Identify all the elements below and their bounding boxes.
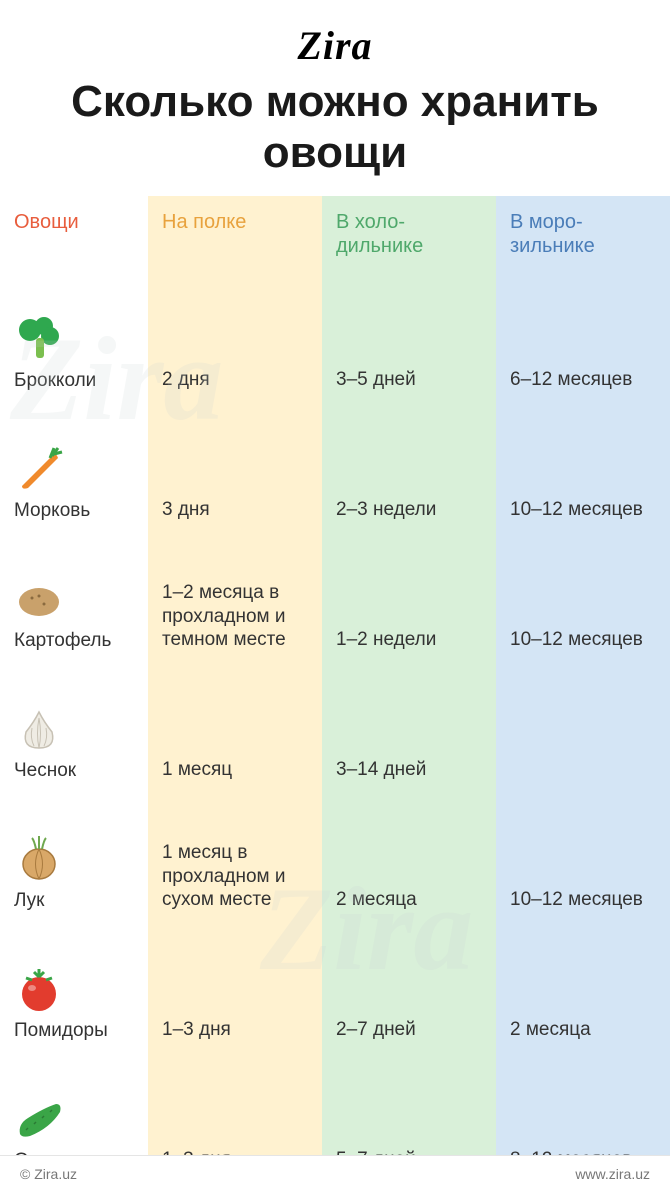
veg-name: Брокколи	[14, 370, 134, 392]
table-row: Морковь	[0, 406, 148, 536]
broccoli-icon	[14, 314, 64, 364]
garlic-icon	[14, 704, 64, 754]
table-row: Чеснок	[0, 666, 148, 796]
cell-fridge: 3–14 дней	[322, 666, 496, 796]
cell-fridge: 1–2 недели	[322, 536, 496, 666]
cell-shelf: 2 дня	[148, 276, 322, 406]
veg-name: Картофель	[14, 630, 134, 652]
onion-icon	[14, 834, 64, 884]
storage-table: Овощи На полке В холо- дильнике В моро- …	[0, 196, 670, 1186]
veg-name: Морковь	[14, 500, 134, 522]
cell-fridge: 2 месяца	[322, 796, 496, 926]
veg-name: Лук	[14, 890, 134, 912]
carrot-icon	[14, 444, 64, 494]
table-row: Картофель	[0, 536, 148, 666]
cell-shelf: 1 месяц в прохладном и сухом месте	[148, 796, 322, 926]
cell-freezer: 10–12 месяцев	[496, 406, 670, 536]
cell-freezer	[496, 666, 670, 796]
col-header-vegetable: Овощи	[0, 196, 148, 276]
cell-freezer: 10–12 месяцев	[496, 536, 670, 666]
cell-fridge: 3–5 дней	[322, 276, 496, 406]
table-row: Помидоры	[0, 926, 148, 1056]
veg-name: Помидоры	[14, 1020, 134, 1042]
cell-shelf: 1–2 месяца в прохладном и темном месте	[148, 536, 322, 666]
cell-fridge: 2–3 недели	[322, 406, 496, 536]
table-row: Лук	[0, 796, 148, 926]
col-header-freezer: В моро- зильнике	[496, 196, 670, 276]
table-row: Брокколи	[0, 276, 148, 406]
veg-name: Чеснок	[14, 760, 134, 782]
footer-url: www.zira.uz	[575, 1166, 650, 1182]
potato-icon	[14, 574, 64, 624]
footer: © Zira.uz www.zira.uz	[0, 1155, 670, 1192]
cell-freezer: 10–12 месяцев	[496, 796, 670, 926]
cell-shelf: 3 дня	[148, 406, 322, 536]
cell-freezer: 6–12 месяцев	[496, 276, 670, 406]
page-title: Сколько можно хранить овощи	[0, 69, 670, 196]
col-header-fridge: В холо- дильнике	[322, 196, 496, 276]
cucumber-icon	[14, 1094, 64, 1144]
footer-copyright: © Zira.uz	[20, 1166, 77, 1182]
cell-freezer: 2 месяца	[496, 926, 670, 1056]
brand-logo: Zira	[0, 0, 670, 69]
cell-shelf: 1–3 дня	[148, 926, 322, 1056]
tomato-icon	[14, 964, 64, 1014]
cell-shelf: 1 месяц	[148, 666, 322, 796]
cell-fridge: 2–7 дней	[322, 926, 496, 1056]
col-header-shelf: На полке	[148, 196, 322, 276]
